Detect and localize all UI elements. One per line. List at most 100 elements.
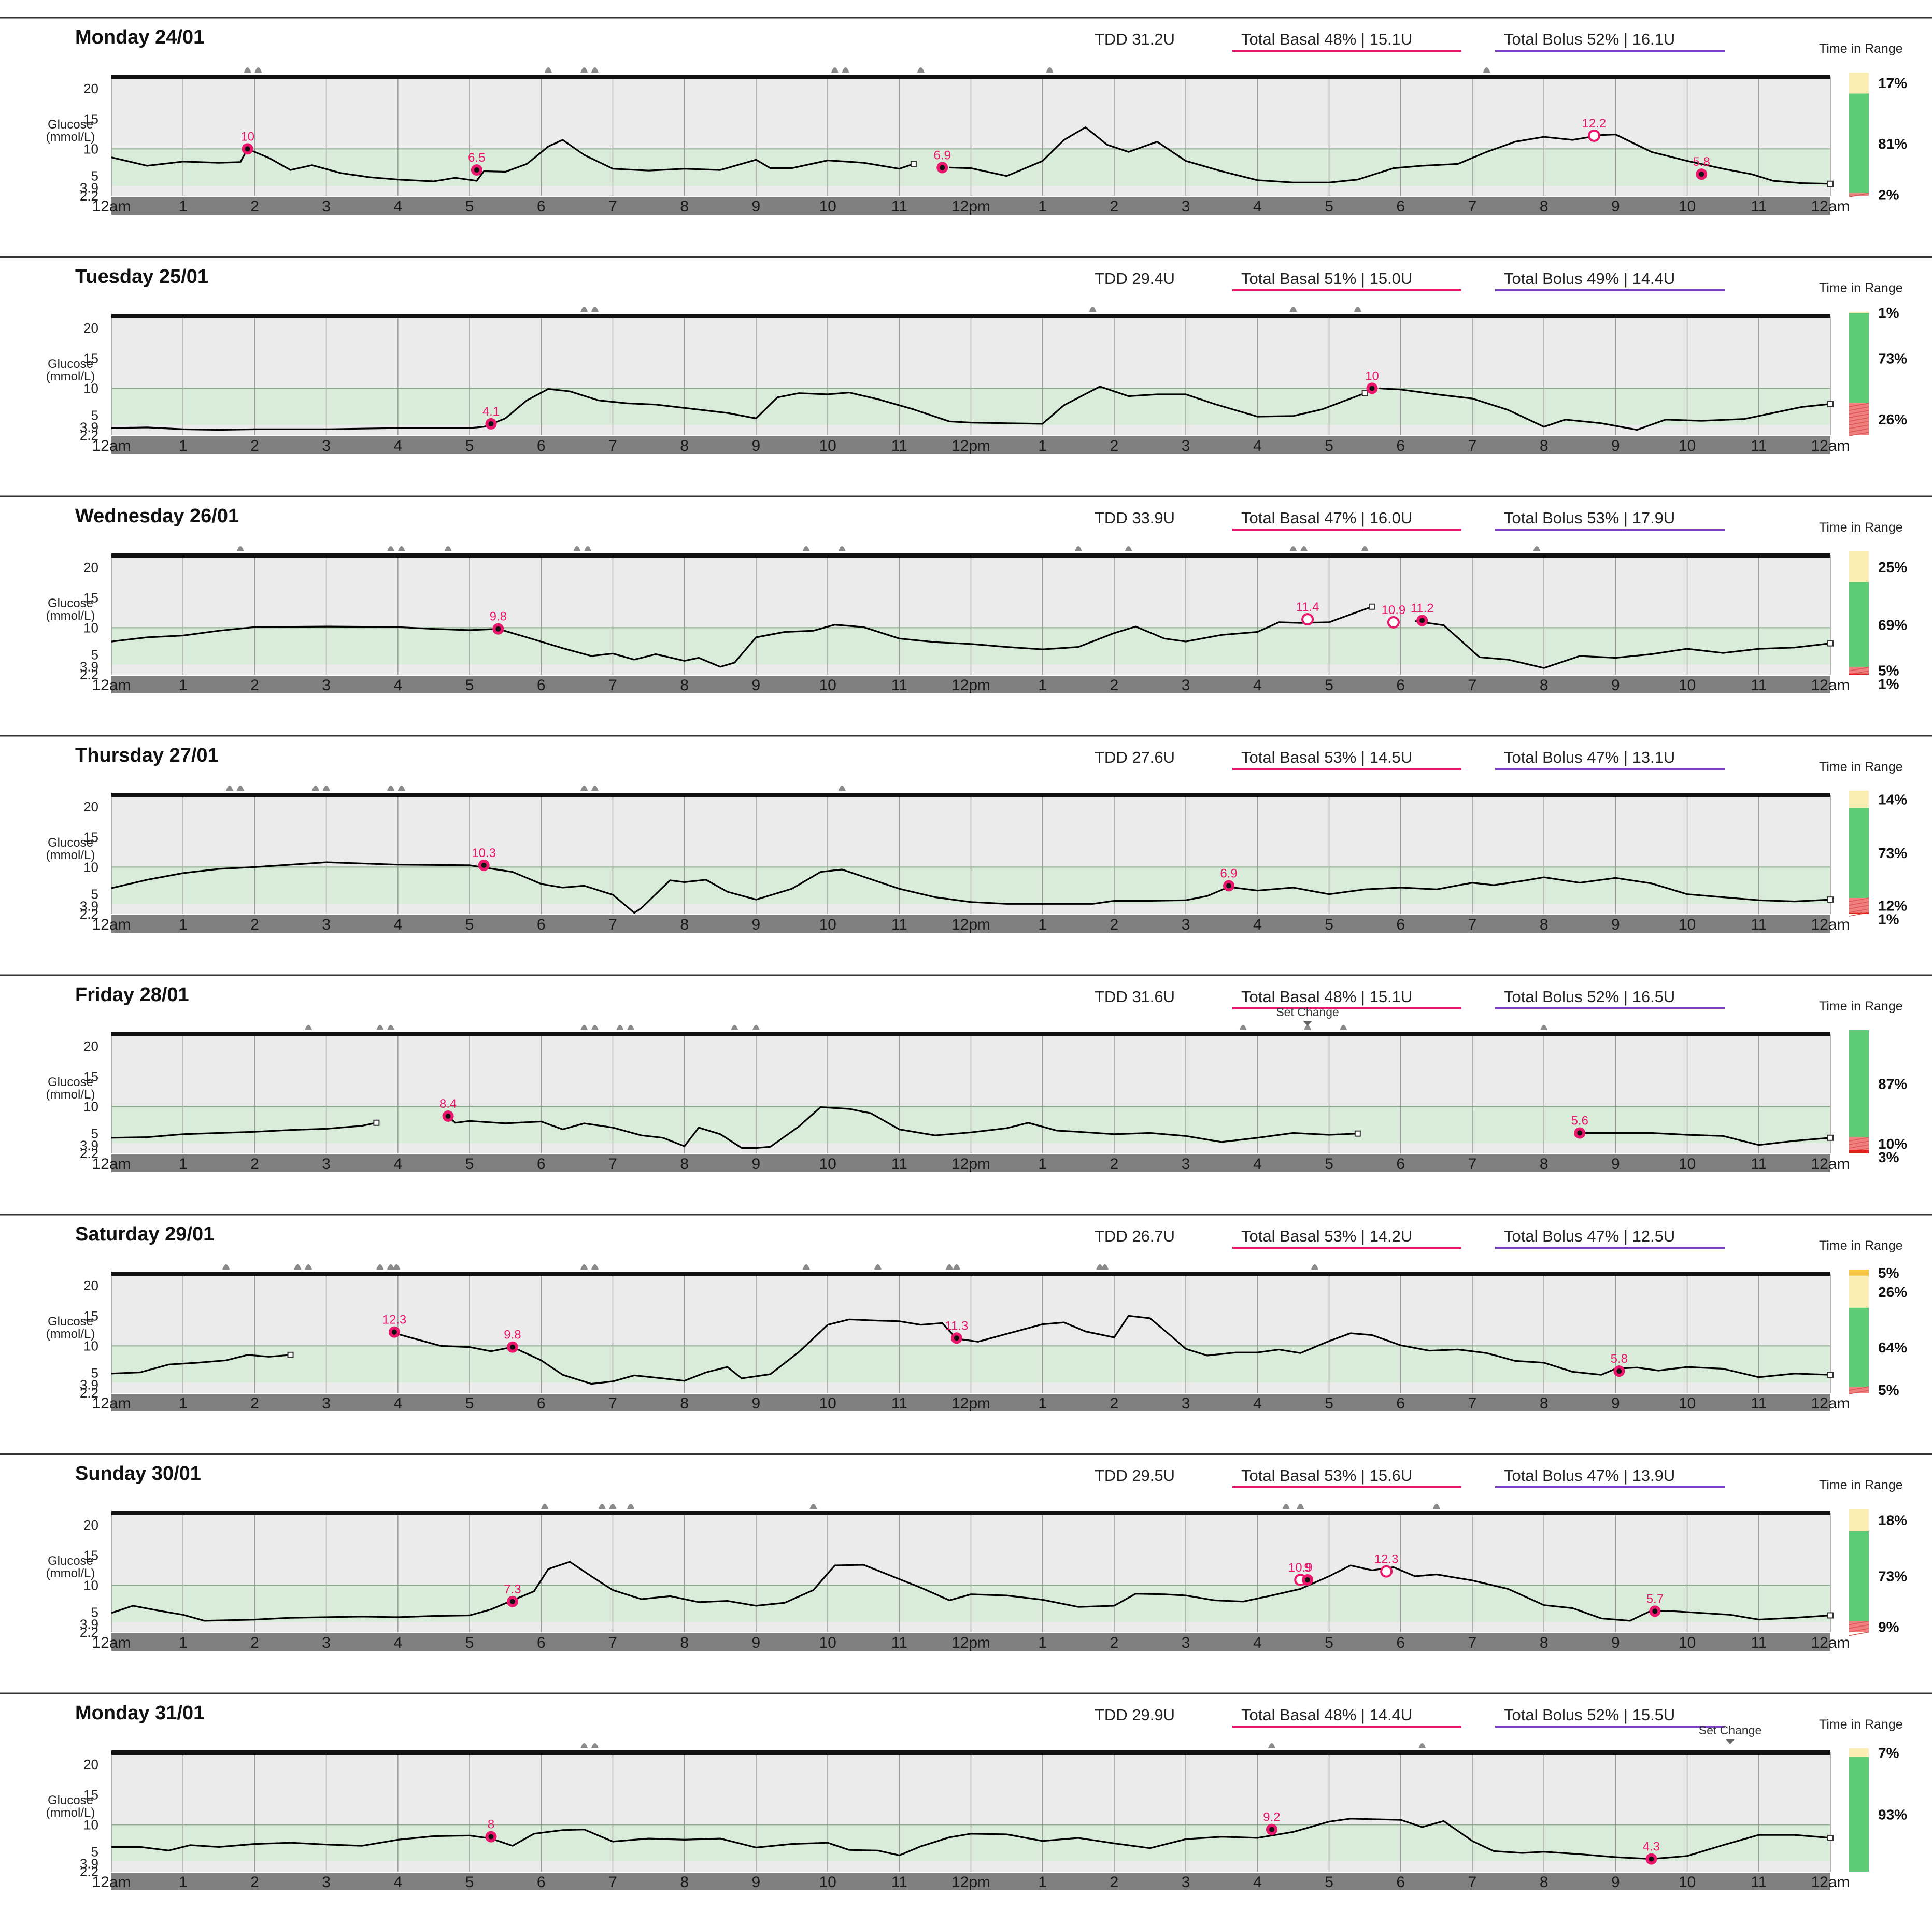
sensor-gap-marker [1827, 1372, 1834, 1378]
x-tick-label: 12pm [951, 1634, 990, 1651]
x-tick-label: 12pm [951, 437, 990, 454]
tir-percentage-label: 73% [1878, 845, 1907, 861]
y-tick-label: 15 [83, 1308, 98, 1323]
bg-reading-marker-center [445, 1113, 451, 1119]
x-tick-label: 10 [819, 1634, 836, 1651]
glucose-line [111, 1122, 377, 1139]
total-bolus-value: Total Bolus 52% | 16.1U [1504, 30, 1675, 48]
time-in-range-label: Time in Range [1819, 999, 1903, 1014]
bolus-marker [616, 1025, 624, 1030]
bolus-marker [236, 786, 244, 791]
bolus-marker [1289, 307, 1297, 312]
tir-segment-in-range [1849, 1531, 1869, 1621]
tir-low-hatch [1849, 1140, 1869, 1145]
x-tick-label: 5 [1325, 1156, 1333, 1173]
bolus-marker [580, 307, 588, 312]
bg-reading-marker-center [1305, 1577, 1311, 1582]
bolus-marker [591, 307, 599, 312]
bolus-marker [397, 786, 405, 791]
bolus-marker [393, 1264, 401, 1270]
tir-low-hatch [1849, 428, 1869, 433]
x-tick-label: 12am [1811, 1395, 1850, 1412]
bolus-marker [1311, 1264, 1318, 1270]
bg-reading-label: 5.8 [1611, 1352, 1628, 1366]
bolus-marker [541, 1504, 549, 1509]
tir-segment-in-range [1849, 808, 1869, 899]
bg-reading-marker-center [1369, 386, 1375, 391]
bolus-marker [731, 1025, 738, 1030]
tir-low-hatch [1849, 1628, 1869, 1633]
x-tick-label: 2 [250, 1395, 259, 1412]
bolus-marker [1239, 1025, 1247, 1030]
x-tick-label: 4 [1253, 437, 1262, 454]
x-tick-label: 1 [179, 437, 188, 454]
tir-low-hatch [1849, 421, 1869, 425]
bolus-marker [222, 1264, 230, 1270]
bg-reading-label: 4.1 [482, 405, 500, 419]
x-tick-label: 6 [537, 1874, 546, 1891]
x-tick-label: 1 [1038, 916, 1047, 933]
bolus-marker [802, 546, 810, 551]
x-tick-label: 4 [1253, 198, 1262, 215]
x-tick-label: 10 [819, 198, 836, 215]
time-in-range-label: Time in Range [1819, 1478, 1903, 1492]
x-tick-label: 4 [393, 198, 402, 215]
tdd-value: TDD 31.2U [1095, 30, 1175, 48]
y-axis-title: Glucose [48, 357, 93, 371]
x-tick-label: 5 [1325, 677, 1333, 694]
x-tick-label: 8 [680, 1874, 689, 1891]
total-bolus-value: Total Bolus 47% | 13.1U [1504, 748, 1675, 766]
x-tick-label: 12am [1811, 437, 1850, 454]
x-tick-label: 2 [1110, 1634, 1119, 1651]
tir-segment-high [1849, 73, 1869, 94]
x-tick-label: 7 [1468, 437, 1477, 454]
x-tick-label: 3 [322, 1156, 331, 1173]
x-tick-label: 9 [752, 916, 761, 933]
bolus-marker [591, 67, 599, 73]
day-title: Monday 31/01 [75, 1702, 204, 1724]
x-tick-label: 12am [1811, 1156, 1850, 1173]
bolus-marker [1418, 1743, 1426, 1748]
x-tick-label: 3 [322, 916, 331, 933]
glucose-line [390, 1315, 1831, 1385]
bg-reading-label: 6.5 [468, 151, 485, 165]
x-tick-label: 8 [1540, 198, 1549, 215]
day-panel: Monday 24/01 TDD 31.2U Total Basal 48% | 1… [0, 17, 1932, 215]
bolus-marker [322, 786, 330, 791]
x-tick-label: 5 [465, 1395, 474, 1412]
bolus-marker [752, 1025, 760, 1030]
x-tick-label: 7 [608, 677, 617, 694]
tir-low-hatch [1849, 1631, 1869, 1636]
y-tick-label: 5 [91, 1844, 98, 1859]
bg-reading-marker-center [245, 146, 250, 152]
bg-reading-marker [1301, 613, 1314, 626]
x-tick-label: 8 [1540, 677, 1549, 694]
time-in-range-label: Time in Range [1819, 281, 1903, 295]
y-tick-label: 10 [83, 620, 98, 635]
tir-percentage-label: 26% [1878, 411, 1907, 427]
tir-percentage-label: 93% [1878, 1806, 1907, 1822]
x-tick-label: 1 [179, 198, 188, 215]
day-title: Thursday 27/01 [75, 745, 219, 766]
y-axis-title: Glucose [48, 1315, 93, 1329]
bg-reading-marker [1387, 616, 1400, 629]
bolus-marker [627, 1025, 635, 1030]
total-basal-value: Total Basal 47% | 16.0U [1241, 509, 1412, 527]
x-tick-label: 1 [179, 916, 188, 933]
x-tick-label: 1 [179, 1156, 188, 1173]
x-tick-label: 7 [1468, 1156, 1477, 1173]
x-tick-label: 12pm [951, 916, 990, 933]
x-tick-label: 9 [1611, 1634, 1620, 1651]
y-tick-label: 10 [83, 1099, 98, 1114]
sensor-gap-marker [910, 161, 917, 167]
x-tick-label: 10 [819, 916, 836, 933]
bolus-marker [842, 67, 849, 73]
bolus-marker [1046, 67, 1054, 73]
x-tick-label: 4 [393, 1634, 402, 1651]
total-bolus-value: Total Bolus 52% | 15.5U [1504, 1706, 1675, 1724]
x-tick-label: 1 [1038, 677, 1047, 694]
bolus-marker [580, 1025, 588, 1030]
bolus-marker [444, 546, 452, 551]
x-tick-label: 2 [1110, 1395, 1119, 1412]
